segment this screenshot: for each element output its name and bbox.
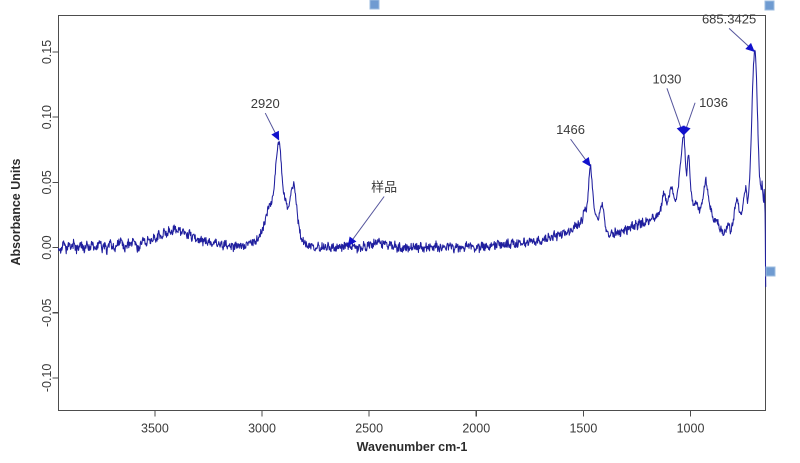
annotation-label-peak-1036: 1036 xyxy=(699,95,728,110)
annotation-arrowhead-peak-1030 xyxy=(676,125,685,136)
x-tick-label: 1000 xyxy=(677,422,705,436)
spectrum-trace xyxy=(57,49,767,288)
y-tick-label: 0.15 xyxy=(40,40,54,64)
y-axis-ticks: -0.10 -0.05 0.00 0.05 0.10 0.15 xyxy=(40,40,59,392)
x-axis-ticks: 3500 3000 2500 2000 1500 1000 xyxy=(141,410,705,436)
spectrum-traces xyxy=(57,49,767,288)
annotation-arrowhead-sample-label xyxy=(347,236,357,247)
x-tick-label: 1500 xyxy=(569,422,597,436)
x-tick-label: 3500 xyxy=(141,422,169,436)
annotation-arrowhead-peak-1036 xyxy=(682,125,691,136)
annotation-leader-peak-1036 xyxy=(685,102,696,129)
x-tick-label: 2000 xyxy=(462,422,490,436)
annotation-label-peak-1466: 1466 xyxy=(556,122,585,137)
x-tick-label: 2500 xyxy=(355,422,383,436)
annotation-leader-peak-2920 xyxy=(264,112,277,135)
annotation-leader-peak-1030 xyxy=(666,88,682,130)
y-tick-label: 0.00 xyxy=(40,235,54,259)
annotation-arrowhead-peak-685 xyxy=(745,42,755,52)
handle-middle-right[interactable] xyxy=(765,266,776,277)
annotation-arrowhead-peak-2920 xyxy=(271,130,280,141)
annotation-label-peak-1030: 1030 xyxy=(652,71,681,86)
y-tick-label: -0.05 xyxy=(40,298,54,327)
annotation-label-peak-685: 685.3425 xyxy=(702,11,756,26)
annotation-leader-sample-label xyxy=(351,196,385,241)
handle-top-center[interactable] xyxy=(369,0,380,10)
y-tick-label: -0.10 xyxy=(40,364,54,393)
annotation-arrowhead-peak-1466 xyxy=(581,156,591,167)
x-axis-title: Wavenumber cm-1 xyxy=(357,440,468,454)
annotation-leader-peak-1466 xyxy=(570,138,587,162)
x-tick-label: 3000 xyxy=(248,422,276,436)
annotation-leader-peak-685 xyxy=(728,27,750,48)
handle-top-right[interactable] xyxy=(764,0,775,11)
y-tick-label: 0.05 xyxy=(40,170,54,194)
y-axis-title: Absorbance Units xyxy=(9,158,23,265)
y-tick-label: 0.10 xyxy=(40,105,54,129)
peak-annotations: 2920 样品 1466 1030 1036 685.3425 xyxy=(251,11,756,247)
annotation-label-peak-2920: 2920 xyxy=(251,96,280,111)
annotation-label-sample-label: 样品 xyxy=(371,180,397,195)
selection-handles xyxy=(369,0,776,277)
